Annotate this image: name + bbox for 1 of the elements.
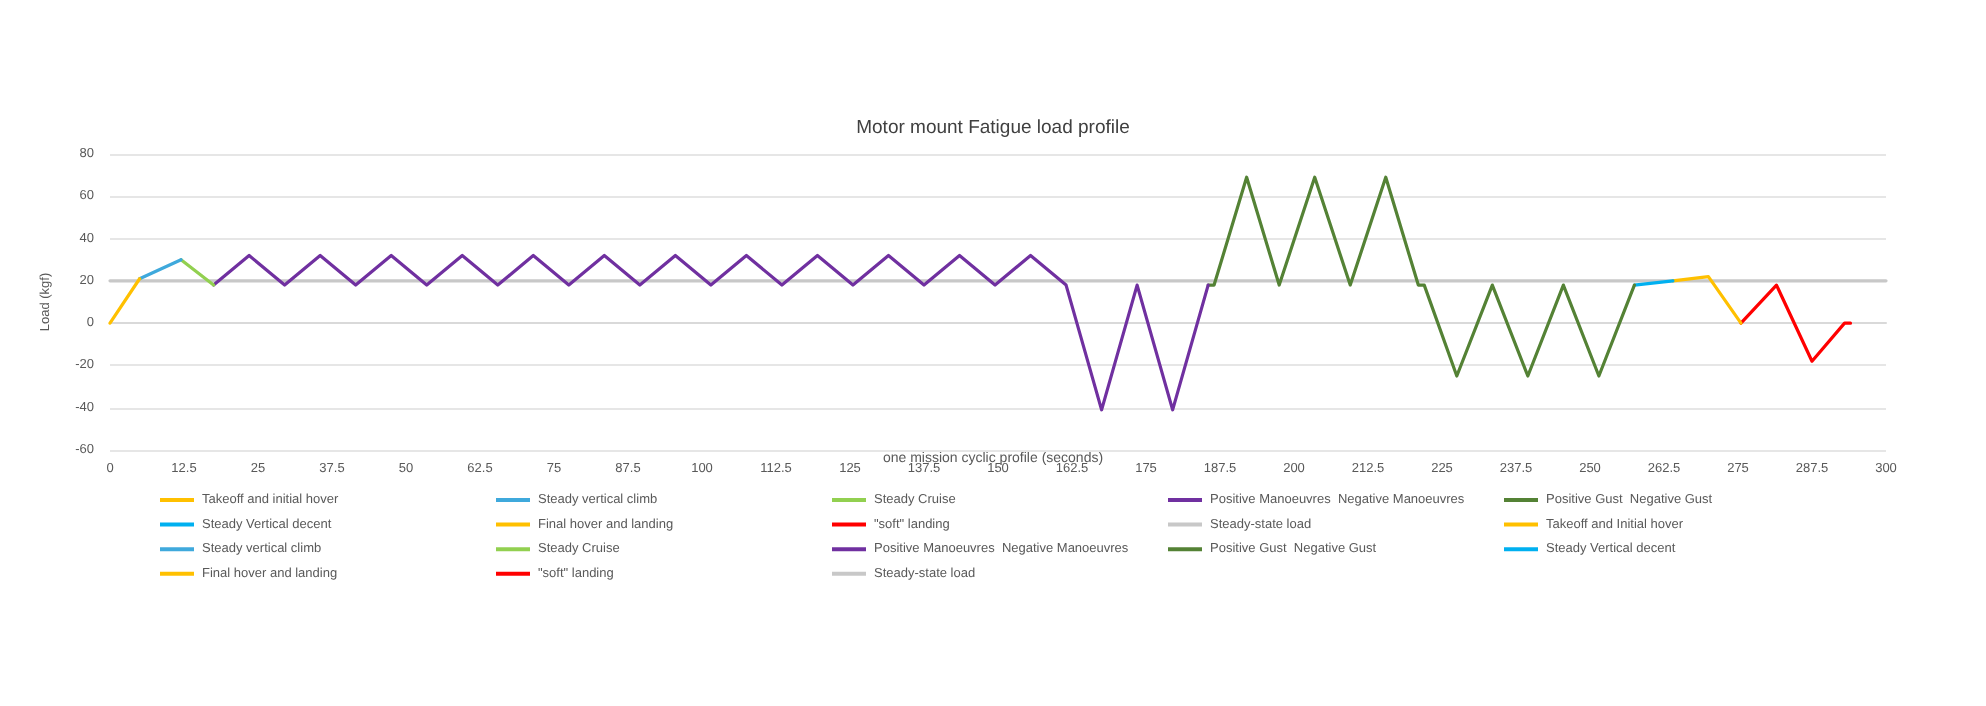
chart-title: Motor mount Fatigue load profile xyxy=(856,117,1130,139)
